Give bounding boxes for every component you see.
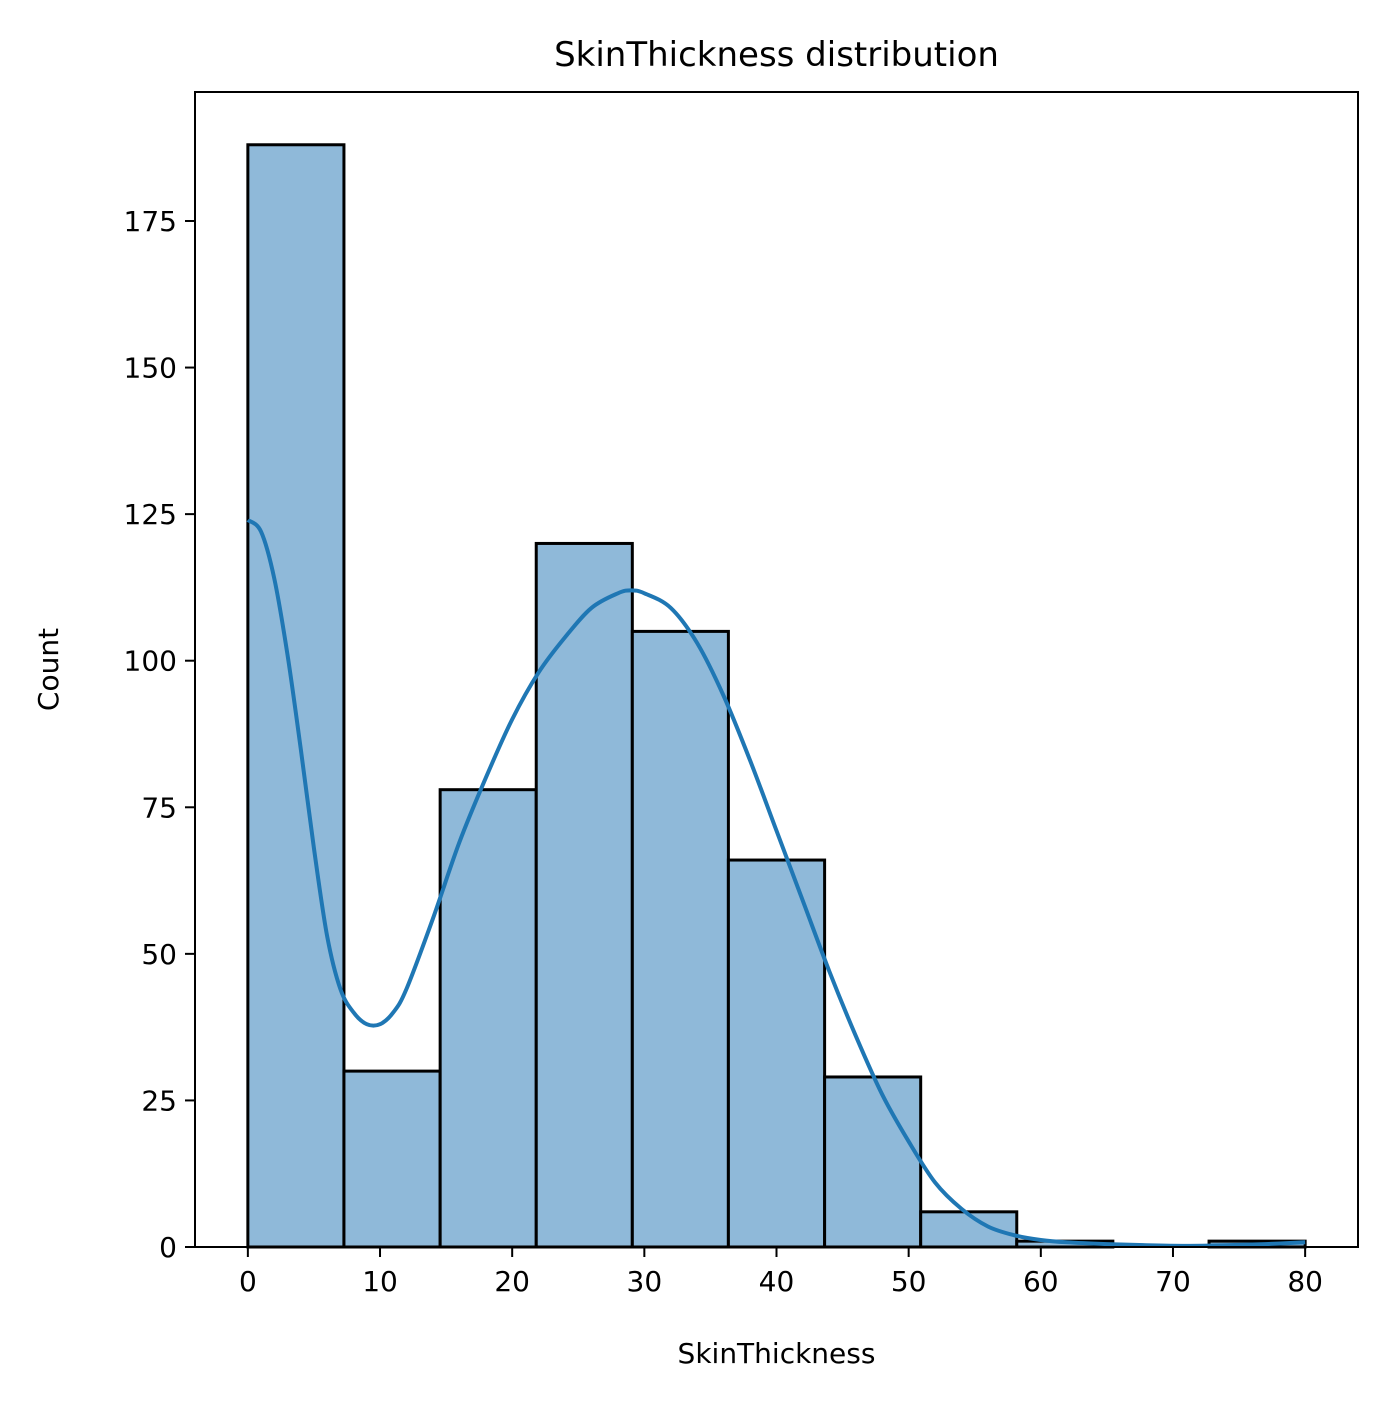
histogram-bar: [726, 858, 827, 1249]
histogram-bars: [246, 143, 1307, 1249]
y-tick-label: 0: [159, 1231, 177, 1264]
x-tick-label: 10: [362, 1265, 398, 1298]
x-tick-label: 70: [1155, 1265, 1191, 1298]
y-tick-label: 150: [124, 352, 177, 385]
y-tick-label: 125: [124, 498, 177, 531]
y-tick-label: 100: [124, 645, 177, 678]
y-axis-ticks: 0 25 50 75 100 125 150 175: [124, 205, 195, 1264]
histogram-bar: [342, 1069, 442, 1249]
kde-curve: [246, 518, 1306, 1248]
x-tick-label: 80: [1287, 1265, 1323, 1298]
x-axis-ticks: 0 10 20 30 40 50 60 70 80: [239, 1247, 1323, 1298]
histogram-bar: [534, 541, 634, 1249]
histogram-bar: [246, 143, 346, 1249]
x-tick-label: 20: [494, 1265, 530, 1298]
histogram-bar: [919, 1210, 1019, 1249]
x-tick-label: 50: [891, 1265, 927, 1298]
x-tick-label: 40: [759, 1265, 795, 1298]
chart-title: SkinThickness distribution: [554, 35, 999, 75]
y-tick-label: 175: [124, 205, 177, 238]
histogram-bar: [630, 629, 730, 1249]
histogram-bar: [438, 788, 538, 1249]
x-tick-label: 30: [627, 1265, 663, 1298]
y-axis-label: Count: [32, 628, 65, 711]
y-tick-label: 75: [141, 791, 177, 824]
y-tick-label: 50: [141, 938, 177, 971]
x-tick-label: 0: [239, 1265, 257, 1298]
histogram-bar: [823, 1075, 923, 1249]
x-tick-label: 60: [1023, 1265, 1059, 1298]
x-axis-label: SkinThickness: [678, 1337, 876, 1370]
y-tick-label: 25: [141, 1084, 177, 1117]
